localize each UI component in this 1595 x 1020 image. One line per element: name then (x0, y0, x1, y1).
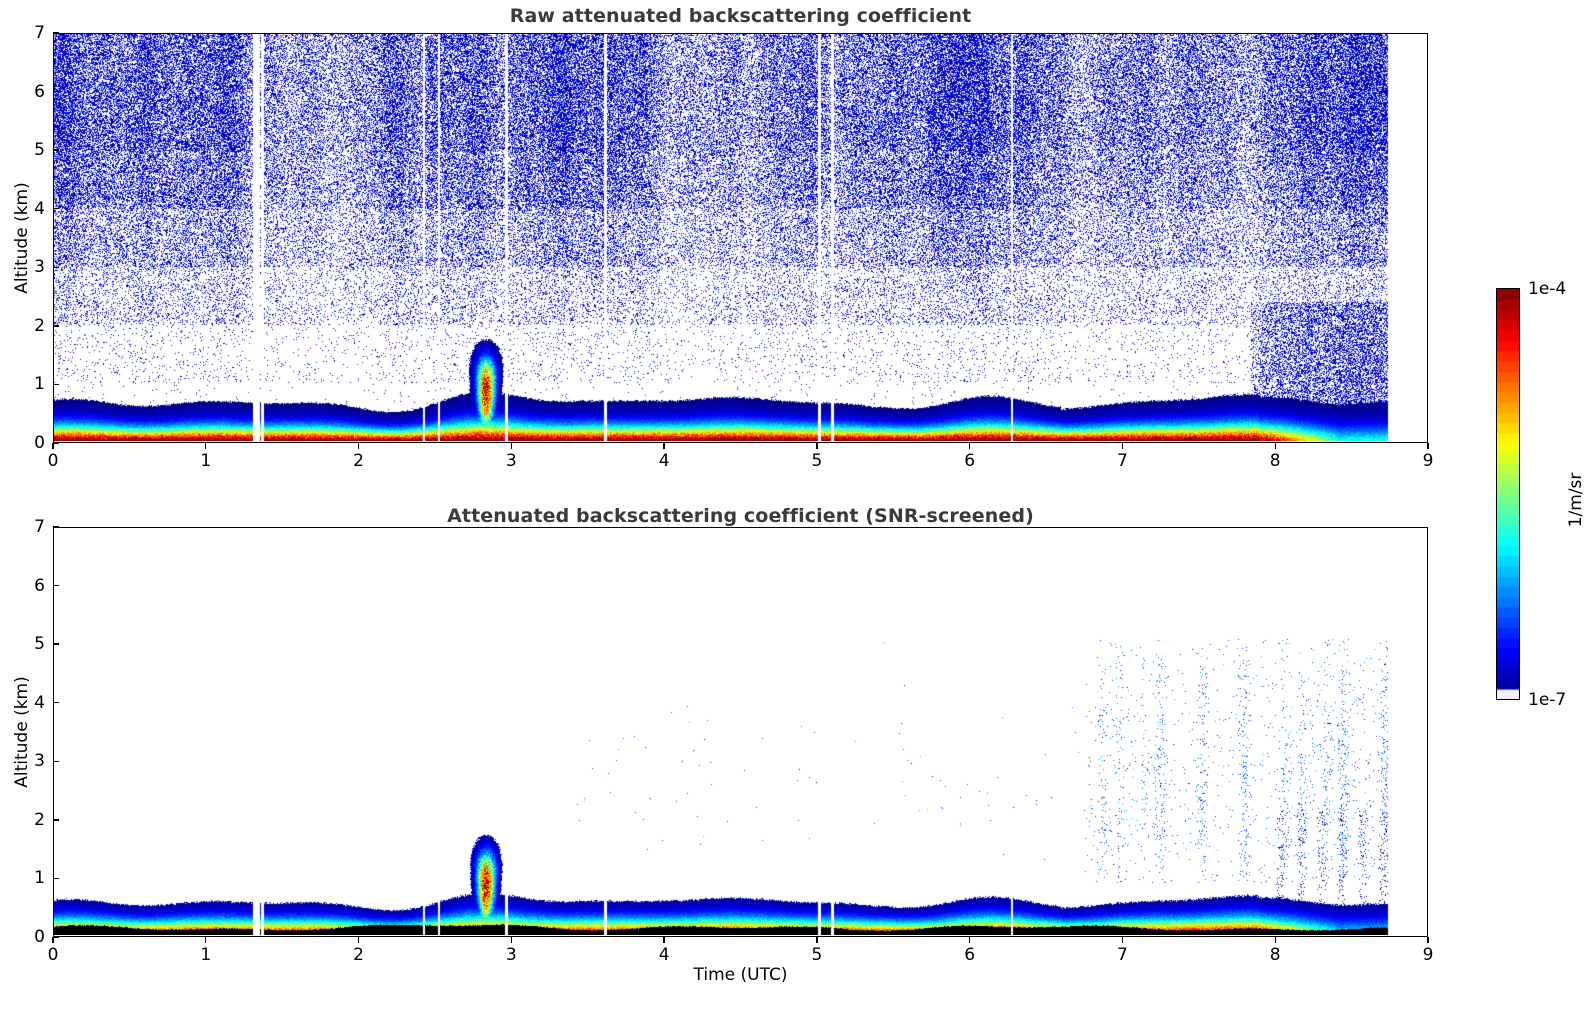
x-tick-label: 5 (811, 451, 823, 471)
x-tick-label: 4 (658, 945, 670, 965)
x-tick-label: 2 (353, 451, 364, 471)
y-tick-mark (53, 936, 59, 938)
y-tick-label: 5 (34, 140, 45, 161)
plot-axes-raw (53, 33, 1428, 443)
x-tick-mark (816, 937, 818, 943)
x-tick-mark (205, 443, 207, 449)
y-tick-mark (53, 526, 59, 528)
x-tick-mark (968, 937, 971, 943)
y-tick-label: 4 (34, 692, 45, 713)
x-tick-mark (357, 937, 360, 943)
x-tick-mark (1427, 443, 1429, 449)
y-tick-mark (53, 584, 59, 587)
y-tick-mark (53, 90, 59, 93)
y-tick-label: 2 (34, 809, 45, 830)
x-tick-mark (1274, 443, 1276, 449)
y-tick-mark (53, 149, 59, 151)
y-tick-mark (53, 325, 59, 327)
y-tick-mark (53, 32, 59, 34)
x-tick-mark (52, 443, 54, 449)
y-tick-label: 3 (34, 751, 45, 772)
y-tick-label: 3 (34, 257, 45, 278)
y-tick-label: 6 (34, 575, 45, 596)
x-tick-label: 6 (964, 945, 976, 965)
x-tick-label: 0 (47, 945, 59, 965)
y-tick-label: 0 (34, 433, 45, 453)
x-tick-label: 9 (1422, 945, 1434, 965)
x-tick-label: 8 (1269, 451, 1281, 471)
y-tick-mark (53, 643, 59, 645)
y-tick-mark (53, 702, 59, 704)
x-tick-mark (1274, 937, 1276, 943)
x-tick-mark (663, 937, 665, 943)
x-tick-label: 2 (353, 945, 364, 965)
x-tick-mark (663, 443, 665, 449)
panel-title-raw: Raw attenuated backscattering coefficien… (509, 5, 972, 27)
x-tick-mark (1427, 937, 1429, 943)
x-tick-label: 7 (1117, 451, 1128, 471)
y-tick-label: 5 (34, 634, 45, 655)
heatmap-screened (54, 528, 1427, 936)
colorbar-min-label: 1e-7 (1528, 690, 1567, 710)
x-tick-mark (968, 443, 971, 449)
x-tick-label: 3 (505, 451, 517, 471)
y-tick-mark (53, 208, 59, 210)
y-tick-label: 6 (34, 81, 45, 102)
y-tick-mark (53, 383, 59, 386)
y-tick-label: 2 (34, 315, 45, 336)
x-tick-label: 1 (200, 451, 212, 471)
x-tick-mark (52, 937, 54, 943)
x-tick-label: 9 (1422, 451, 1434, 471)
y-tick-label: 1 (34, 374, 45, 395)
y-tick-label: 4 (34, 198, 45, 219)
x-tick-label: 3 (505, 945, 517, 965)
y-axis-label-screened: Altitude (km) (12, 676, 32, 788)
x-tick-label: 7 (1117, 945, 1128, 965)
x-tick-mark (1121, 937, 1124, 943)
heatmap-raw (54, 34, 1427, 442)
y-tick-mark (53, 442, 59, 444)
x-tick-mark (1121, 443, 1124, 449)
x-tick-label: 6 (964, 451, 976, 471)
y-tick-mark (53, 760, 59, 762)
y-tick-label: 0 (34, 927, 45, 947)
x-tick-mark (510, 443, 513, 449)
y-tick-mark (53, 877, 59, 880)
y-tick-mark (53, 266, 59, 268)
plot-axes-screened (53, 527, 1428, 937)
y-tick-mark (53, 819, 59, 821)
colorbar-unit-label: 1/m/sr (1566, 472, 1586, 528)
x-tick-label: 5 (811, 945, 823, 965)
colorbar-max-label: 1e-4 (1528, 279, 1567, 299)
x-tick-label: 1 (200, 945, 212, 965)
x-tick-label: 4 (658, 451, 670, 471)
y-tick-label: 1 (34, 868, 45, 889)
y-axis-label-raw: Altitude (km) (12, 182, 32, 294)
y-tick-label: 7 (34, 23, 45, 43)
y-tick-label: 7 (34, 517, 45, 537)
x-tick-label: 0 (47, 451, 59, 471)
x-tick-label: 8 (1269, 945, 1281, 965)
x-tick-mark (510, 937, 513, 943)
x-tick-mark (357, 443, 360, 449)
x-tick-mark (816, 443, 818, 449)
colorbar (1496, 288, 1520, 700)
x-tick-mark (205, 937, 207, 943)
panel-title-screened: Attenuated backscattering coefficient (S… (447, 505, 1034, 527)
x-axis-label: Time (UTC) (693, 965, 788, 985)
